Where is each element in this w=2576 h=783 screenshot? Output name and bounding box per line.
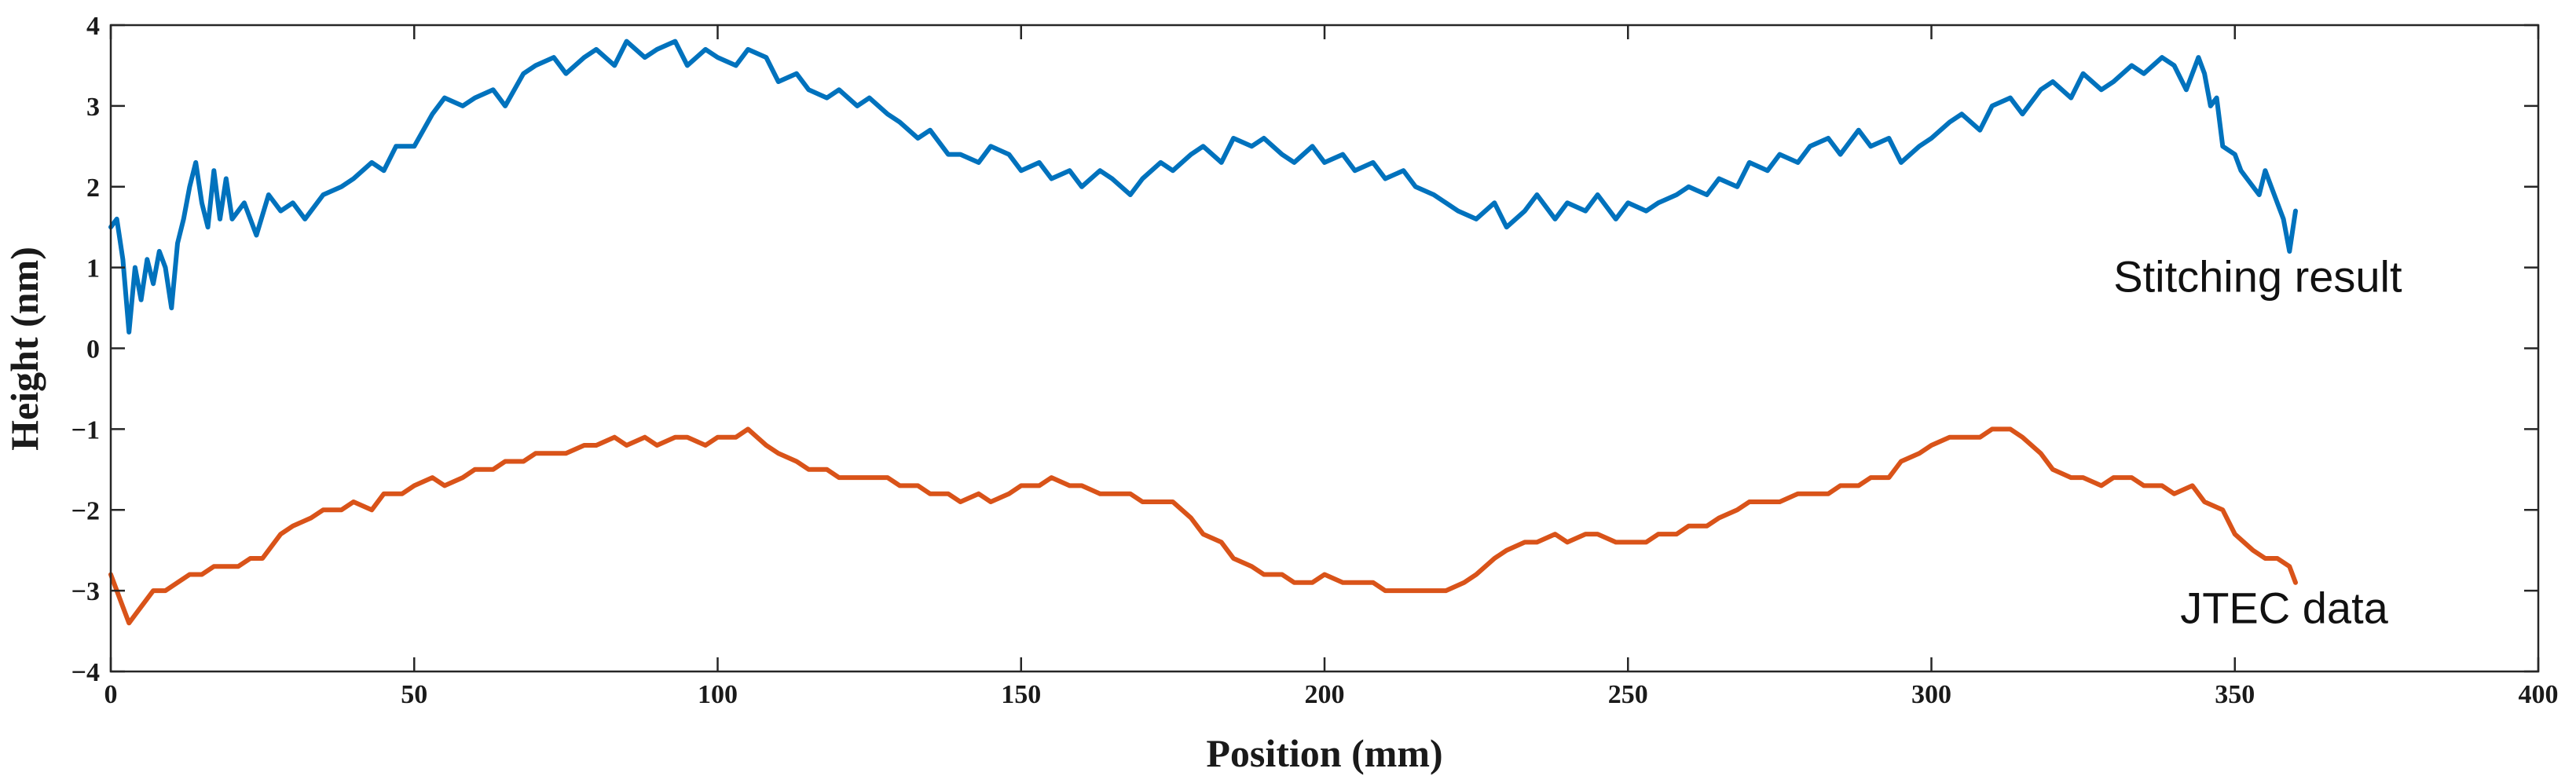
y-tick-label: 4 [86, 12, 100, 41]
annotation-layer: Stitching result JTEC data [2113, 251, 2402, 632]
y-tick-label: −2 [71, 496, 100, 525]
y-tick-label: 3 [86, 93, 100, 122]
y-tick-label: −3 [71, 577, 100, 606]
y-tick-label: −4 [71, 658, 100, 687]
y-tick-label: 2 [86, 174, 100, 203]
y-tick-label: 0 [86, 335, 100, 364]
x-tick-label: 50 [401, 680, 427, 709]
x-tick-label: 150 [1001, 680, 1041, 709]
series-line-2 [108, 426, 2298, 626]
series-line-1 [108, 38, 2298, 335]
y-tick-label: −1 [71, 415, 100, 445]
x-axis-title: Position (mm) [1206, 731, 1442, 775]
series-annotation: JTEC data [2180, 583, 2388, 632]
x-tick-label: 200 [1305, 680, 1345, 709]
y-tick-label: 1 [86, 254, 100, 284]
series-layer [108, 38, 2298, 626]
labels-layer: 0 50 100 150 200 250 300 350 400 −4 −3 −2 −1 0 1 2 3 4 [71, 12, 2559, 709]
x-tick-label: 350 [2215, 680, 2255, 709]
ticks-layer [109, 24, 2540, 673]
x-tick-label: 0 [104, 680, 118, 709]
x-tick-label: 250 [1608, 680, 1648, 709]
x-tick-label: 300 [1911, 680, 1951, 709]
x-tick-label: 400 [2519, 680, 2559, 709]
x-tick-label: 100 [698, 680, 738, 709]
y-axis-title: Height (nm) [2, 247, 46, 451]
series-annotation: Stitching result [2113, 251, 2402, 301]
